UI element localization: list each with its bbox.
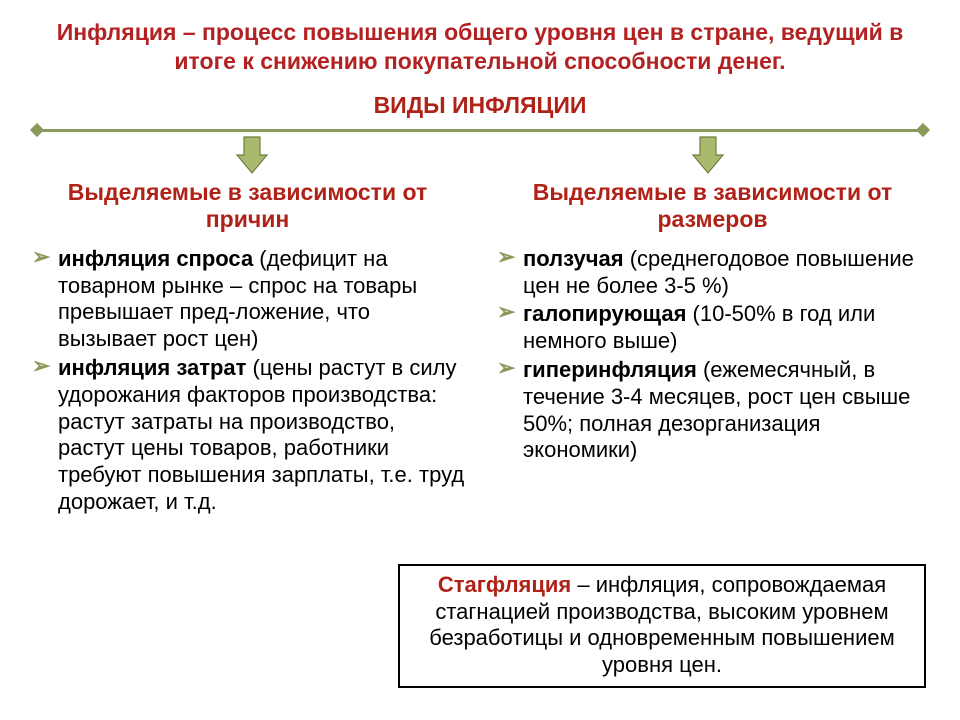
list-item: ➢ галопирующая (10-50% в год или немного… [495,301,930,355]
column-right: Выделяемые в зависимости от размеров ➢ п… [495,179,930,518]
bullet-check-icon: ➢ [32,246,50,268]
list-item: ➢ инфляция спроса (дефицит на товарном р… [30,246,465,353]
divider-line [36,129,924,132]
bullet-check-icon: ➢ [497,246,515,268]
slide-subtitle: ВИДЫ ИНФЛЯЦИИ [30,92,930,119]
term: ползучая [523,246,630,271]
bullet-list-right: ➢ ползучая (среднегодовое повышение цен … [495,246,930,465]
column-left: Выделяемые в зависимости от причин ➢ инф… [30,179,465,518]
column-title-left: Выделяемые в зависимости от причин [30,179,465,234]
bullet-check-icon: ➢ [32,355,50,377]
bullet-list-left: ➢ инфляция спроса (дефицит на товарном р… [30,246,465,516]
bullet-check-icon: ➢ [497,301,515,323]
slide-title: Инфляция – процесс повышения общего уров… [30,18,930,76]
term: инфляция спроса [58,246,259,271]
term: галопирующая [523,301,693,326]
slide: Инфляция – процесс повышения общего уров… [0,0,960,720]
term: инфляция затрат [58,355,253,380]
bullet-check-icon: ➢ [497,357,515,379]
arrow-down-icon [236,135,268,175]
list-item: ➢ гиперинфляция (ежемесячный, в течение … [495,357,930,464]
note-term: Стагфляция [438,572,571,597]
divider-endcap-right [916,123,930,137]
column-title-right: Выделяемые в зависимости от размеров [495,179,930,234]
list-item: ➢ инфляция затрат (цены растут в силу уд… [30,355,465,516]
arrow-down-icon [692,135,724,175]
columns: Выделяемые в зависимости от причин ➢ инф… [30,179,930,518]
term: гиперинфляция [523,357,703,382]
list-item: ➢ ползучая (среднегодовое повышение цен … [495,246,930,300]
note-box: Стагфляция – инфляция, сопровождаемая ст… [398,564,926,688]
divider [36,125,924,179]
